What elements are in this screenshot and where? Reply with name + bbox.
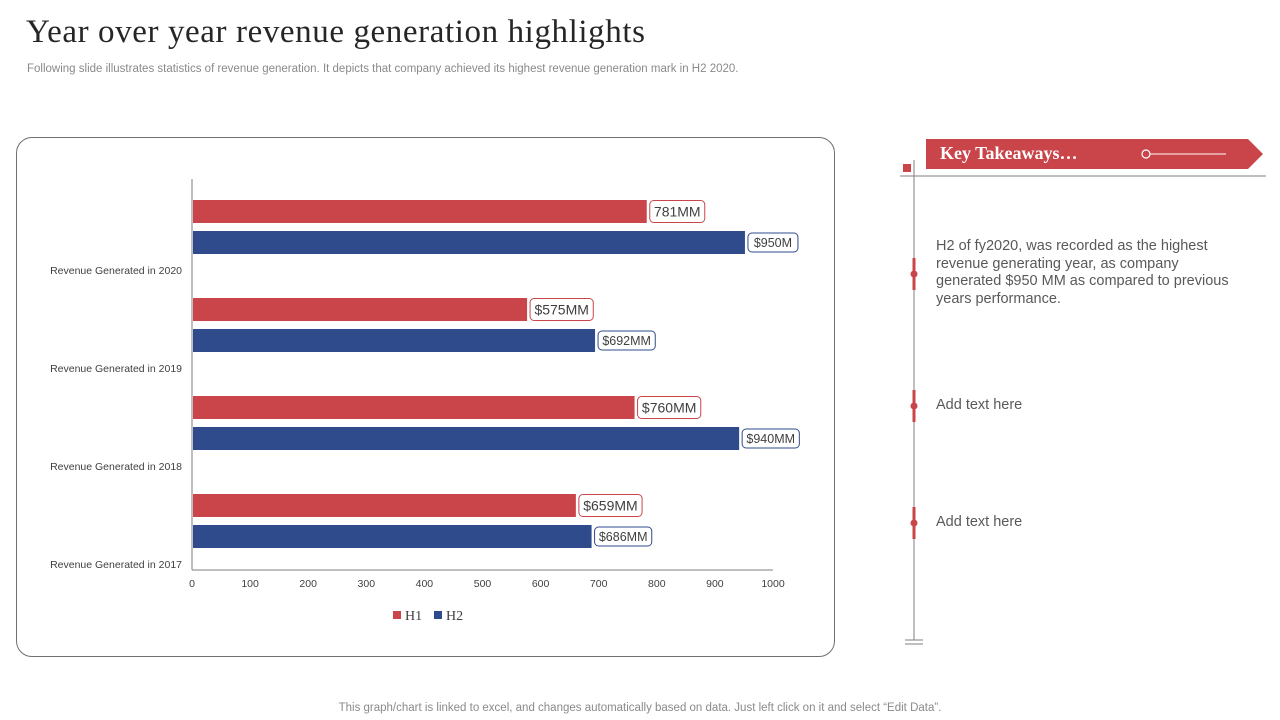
takeaways-timeline — [900, 160, 1266, 645]
data-label: $686MM — [599, 530, 648, 544]
data-label-box — [741, 428, 800, 449]
category-label: Revenue Generated in 2019 — [50, 363, 182, 375]
data-label-box — [747, 232, 799, 253]
chart-card[interactable]: 0 100 200 300 400 500 600 700 800 900 1000 Revenue … — [16, 137, 835, 657]
x-tick-label: 400 — [416, 578, 434, 590]
data-label: $950M — [754, 236, 792, 250]
data-label-box — [637, 396, 702, 419]
data-label: 781MM — [654, 204, 701, 220]
legend-label-h1: H1 — [405, 609, 422, 624]
banner-connector-dot — [1141, 149, 1151, 159]
x-tick-label: 500 — [474, 578, 492, 590]
x-tick-label: 100 — [241, 578, 259, 590]
legend-swatch-h2 — [434, 611, 442, 619]
timeline-marker-3-dot — [910, 519, 918, 527]
bar-h1-2018 — [193, 396, 635, 419]
bar-h2-2017 — [193, 525, 592, 548]
data-label-box — [649, 200, 706, 223]
x-tick-label: 700 — [590, 578, 608, 590]
takeaway-text-1: H2 of fy2020, was recorded as the highes… — [936, 238, 1229, 307]
x-tick-label: 200 — [299, 578, 317, 590]
data-label-box — [597, 330, 656, 351]
bar-h2-2018 — [193, 427, 740, 450]
x-tick-label: 1000 — [761, 578, 785, 590]
timeline-marker-2-dot — [910, 402, 918, 410]
x-tick-label: 600 — [532, 578, 550, 590]
revenue-bar-chart[interactable]: 0 100 200 300 400 500 600 700 800 900 1000 Revenue … — [17, 138, 836, 658]
data-label-box — [529, 298, 594, 321]
data-label-box — [578, 494, 643, 517]
x-tick-label: 0 — [189, 578, 195, 590]
takeaway-text-2: Add text here — [936, 397, 1023, 413]
data-label: $760MM — [642, 400, 696, 416]
bar-h2-2020 — [193, 231, 745, 254]
bar-h2-2019 — [193, 329, 596, 352]
x-tick-label: 900 — [706, 578, 724, 590]
page-subtitle: Following slide illustrates statistics o… — [27, 63, 739, 75]
footer-note: This graph/chart is linked to excel, and… — [338, 702, 942, 714]
data-label: $575MM — [534, 302, 588, 318]
banner-arrow-shape — [926, 139, 1263, 169]
legend-swatch-h1 — [393, 611, 401, 619]
category-label: Revenue Generated in 2018 — [50, 461, 182, 473]
key-takeaways-title: Key Takeaways… — [940, 143, 1078, 163]
timeline-marker-1-dot — [910, 270, 918, 278]
data-label: $692MM — [602, 334, 651, 348]
key-takeaways-banner: Key Takeaways… — [926, 139, 1264, 169]
timeline-top-square — [903, 164, 911, 172]
page-title: Year over year revenue generation highli… — [26, 14, 646, 50]
bar-h1-2019 — [193, 298, 528, 321]
data-label-box — [594, 526, 653, 547]
category-label: Revenue Generated in 2020 — [50, 265, 182, 277]
x-tick-label: 300 — [358, 578, 376, 590]
bar-h1-2017 — [193, 494, 576, 517]
data-label: $940MM — [746, 432, 795, 446]
legend-label-h2: H2 — [446, 609, 463, 624]
category-label: Revenue Generated in 2017 — [50, 559, 182, 571]
data-label: $659MM — [583, 498, 637, 514]
takeaway-text-3: Add text here — [936, 514, 1023, 530]
bar-h1-2020 — [193, 200, 647, 223]
x-tick-label: 800 — [648, 578, 666, 590]
